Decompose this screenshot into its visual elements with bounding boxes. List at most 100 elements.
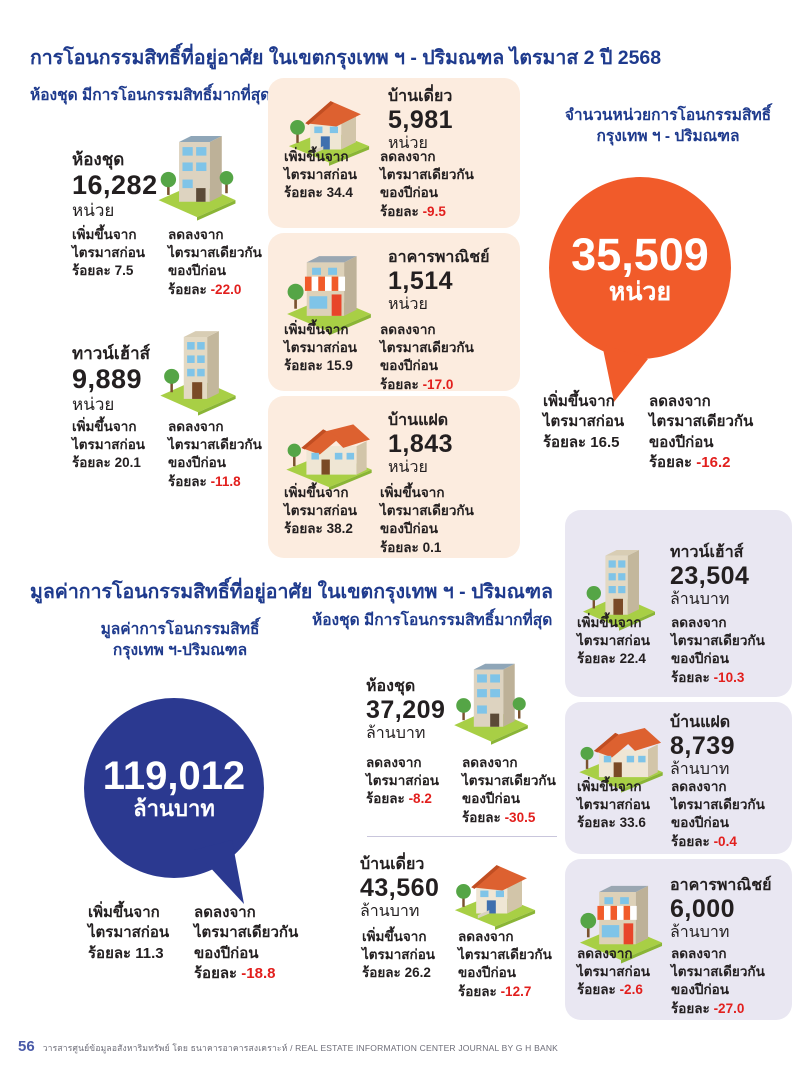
yoy-label: ลดลงจาก ไตรมาสเดียวกัน ของปีก่อน <box>649 393 754 451</box>
qoq-label: เพิ่มขึ้นจาก ไตรมาสก่อน <box>362 929 436 963</box>
yoy-label: เพิ่มขึ้นจาก ไตรมาสเดียวกัน ของปีก่อน <box>380 485 474 537</box>
yoy-change: ลดลงจาก ไตรมาสเดียวกัน ของปีก่อน ร้อยละ … <box>671 945 783 1018</box>
total-value-heading: มูลค่าการโอนกรรมสิทธิ์ กรุงเทพ ฯ-ปริมณฑล <box>100 621 260 659</box>
page-footer: 56 วารสารศูนย์ข้อมูลอสังหาริมทรัพย์ โดย … <box>18 1038 558 1055</box>
total-units-unit: หน่วย <box>608 277 672 306</box>
yoy-percent: ร้อยละ -27.0 <box>671 1000 745 1016</box>
qoq-percent: ร้อยละ 26.2 <box>362 965 431 981</box>
total-units-heading: จำนวนหน่วยการโอนกรรมสิทธิ์ กรุงเทพ ฯ - ป… <box>564 107 772 145</box>
qoq-change: เพิ่มขึ้นจาก ไตรมาสก่อน ร้อยละ 16.5 <box>543 392 639 473</box>
property-type-label: บ้านแฝด <box>670 714 731 731</box>
stat-unit: หน่วย <box>72 200 115 220</box>
qoq-change: เพิ่มขึ้นจาก ไตรมาสก่อน ร้อยละ 34.4 <box>284 148 370 221</box>
yoy-change: ลดลงจาก ไตรมาสเดียวกัน ของปีก่อน ร้อยละ … <box>671 614 783 687</box>
qoq-percent: ร้อยละ 11.3 <box>88 944 164 962</box>
total-value-unit: ล้านบาท <box>133 796 215 822</box>
property-type-label: ทาวน์เฮ้าส์ <box>72 344 151 363</box>
yoy-label: ลดลงจาก ไตรมาสเดียวกัน ของปีก่อน <box>168 419 262 471</box>
condo-value-stat: ห้องชุด 37,209 ล้านบาท <box>366 678 461 744</box>
yoy-change: ลดลงจาก ไตรมาสเดียวกัน ของปีก่อน ร้อยละ … <box>380 148 498 221</box>
stat-unit: ล้านบาท <box>670 761 730 779</box>
orange-bubble-tail <box>602 344 648 402</box>
stat-unit: หน่วย <box>388 296 428 314</box>
yoy-change: ลดลงจาก ไตรมาสเดียวกัน ของปีก่อน ร้อยละ … <box>168 226 286 299</box>
commercial-units-stat: อาคารพาณิชย์ 1,514 หน่วย <box>388 249 516 315</box>
yoy-percent: ร้อยละ -30.5 <box>462 809 536 825</box>
qoq-label: ลดลงจาก ไตรมาสก่อน <box>366 755 440 789</box>
stat-value: 9,889 <box>72 363 143 394</box>
qoq-percent: ร้อยละ 7.5 <box>72 263 134 279</box>
detached-units-changes: เพิ่มขึ้นจาก ไตรมาสก่อน ร้อยละ 34.4 ลดลง… <box>284 148 498 221</box>
qoq-percent: ร้อยละ 20.1 <box>72 455 141 471</box>
qoq-percent: ร้อยละ 15.9 <box>284 358 353 374</box>
detached-value-stat: บ้านเดี่ยว 43,560 ล้านบาท <box>360 856 460 922</box>
condo-value-changes: ลดลงจาก ไตรมาสก่อน ร้อยละ -8.2 ลดลงจาก ไ… <box>366 754 580 827</box>
stat-value: 23,504 <box>670 562 750 591</box>
townhouse-value-stat: ทาวน์เฮ้าส์ 23,504 ล้านบาท <box>670 544 785 610</box>
section-units-subtitle: ห้องชุด มีการโอนกรรมสิทธิ์มากที่สุด <box>30 87 271 104</box>
stat-value: 43,560 <box>360 874 440 903</box>
qoq-percent: ร้อยละ 33.6 <box>577 815 646 831</box>
townhouse-value-card: ทาวน์เฮ้าส์ 23,504 ล้านบาท เพิ่มขึ้นจาก … <box>565 510 792 697</box>
qoq-change: เพิ่มขึ้นจาก ไตรมาสก่อน ร้อยละ 33.6 <box>577 778 663 851</box>
property-type-label: บ้านเดี่ยว <box>360 856 425 873</box>
stat-unit: หน่วย <box>388 135 428 153</box>
qoq-percent: ร้อยละ 38.2 <box>284 521 353 537</box>
townhouse-units-changes: เพิ่มขึ้นจาก ไตรมาสก่อน ร้อยละ 20.1 ลดลง… <box>72 418 286 491</box>
yoy-change: ลดลงจาก ไตรมาสเดียวกัน ของปีก่อน ร้อยละ … <box>458 928 576 1001</box>
duplex-value-stat: บ้านแฝด 8,739 ล้านบาท <box>670 714 785 780</box>
yoy-percent: ร้อยละ -11.8 <box>168 473 241 489</box>
middle-column-divider <box>367 836 557 837</box>
duplex-units-card: บ้านแฝด 1,843 หน่วย เพิ่มขึ้นจาก ไตรมาสก… <box>268 396 520 558</box>
qoq-label: เพิ่มขึ้นจาก ไตรมาสก่อน <box>72 419 146 453</box>
qoq-label: เพิ่มขึ้นจาก ไตรมาสก่อน <box>284 485 358 519</box>
stat-unit: หน่วย <box>72 394 115 414</box>
duplex-value-card: บ้านแฝด 8,739 ล้านบาท เพิ่มขึ้นจาก ไตรมา… <box>565 702 792 854</box>
stat-unit: หน่วย <box>388 459 428 477</box>
qoq-label: ลดลงจาก ไตรมาสก่อน <box>577 946 651 980</box>
stat-value: 8,739 <box>670 732 736 761</box>
stat-value: 37,209 <box>366 696 446 725</box>
qoq-label: เพิ่มขึ้นจาก ไตรมาสก่อน <box>284 322 358 356</box>
yoy-percent: ร้อยละ -16.2 <box>649 453 731 471</box>
stat-value: 6,000 <box>670 895 736 924</box>
yoy-percent: ร้อยละ 0.1 <box>380 539 442 555</box>
yoy-label: ลดลงจาก ไตรมาสเดียวกัน ของปีก่อน <box>462 755 556 807</box>
total-units-value: 35,509 <box>571 229 709 281</box>
stat-unit: ล้านบาท <box>670 591 730 609</box>
property-type-label: ทาวน์เฮ้าส์ <box>670 544 744 561</box>
property-type-label: ห้องชุด <box>366 678 416 695</box>
qoq-label: เพิ่มขึ้นจาก ไตรมาสก่อน <box>577 615 651 649</box>
qoq-label: เพิ่มขึ้นจาก ไตรมาสก่อน <box>72 227 146 261</box>
townhouse-units-stat: ทาวน์เฮ้าส์ 9,889 หน่วย <box>72 344 182 414</box>
page-number: 56 <box>18 1038 35 1055</box>
property-type-label: บ้านแฝด <box>388 412 449 429</box>
commercial-value-stat: อาคารพาณิชย์ 6,000 ล้านบาท <box>670 877 790 943</box>
yoy-label: ลดลงจาก ไตรมาสเดียวกัน ของปีก่อน <box>380 149 474 201</box>
total-units-changes: เพิ่มขึ้นจาก ไตรมาสก่อน ร้อยละ 16.5 ลดลง… <box>543 392 779 473</box>
yoy-label: ลดลงจาก ไตรมาสเดียวกัน ของปีก่อน <box>380 322 474 374</box>
property-type-label: อาคารพาณิชย์ <box>388 249 490 266</box>
commercial-value-card: อาคารพาณิชย์ 6,000 ล้านบาท ลดลงจาก ไตรมา… <box>565 859 792 1020</box>
section-value-title: มูลค่าการโอนกรรมสิทธิ์ที่อยู่อาศัย ในเขต… <box>30 581 553 603</box>
qoq-percent: ร้อยละ 16.5 <box>543 433 620 451</box>
total-units-bubble: 35,509 หน่วย <box>549 177 731 359</box>
qoq-percent: ร้อยละ 34.4 <box>284 185 353 201</box>
yoy-change: ลดลงจาก ไตรมาสเดียวกัน ของปีก่อน ร้อยละ … <box>380 321 498 394</box>
property-type-label: ห้องชุด <box>72 150 125 169</box>
duplex-units-stat: บ้านแฝด 1,843 หน่วย <box>388 412 513 478</box>
stat-value: 16,282 <box>72 169 158 200</box>
stat-value: 5,981 <box>388 106 454 135</box>
section-value-subtitle: ห้องชุด มีการโอนกรรมสิทธิ์มากที่สุด <box>312 612 553 629</box>
footer-journal-text: วารสารศูนย์ข้อมูลอสังหาริมทรัพย์ โดย ธนา… <box>42 1043 559 1053</box>
stat-value: 1,514 <box>388 267 454 296</box>
yoy-percent: ร้อยละ -22.0 <box>168 281 242 297</box>
yoy-percent: ร้อยละ -18.8 <box>194 964 276 982</box>
yoy-change: เพิ่มขึ้นจาก ไตรมาสเดียวกัน ของปีก่อน ร้… <box>380 484 498 557</box>
detached-value-changes: เพิ่มขึ้นจาก ไตรมาสก่อน ร้อยละ 26.2 ลดลง… <box>362 928 576 1001</box>
commercial-units-card: อาคารพาณิชย์ 1,514 หน่วย เพิ่มขึ้นจาก ไต… <box>268 233 520 394</box>
yoy-change: ลดลงจาก ไตรมาสเดียวกัน ของปีก่อน ร้อยละ … <box>168 418 286 491</box>
yoy-label: ลดลงจาก ไตรมาสเดียวกัน ของปีก่อน <box>458 929 552 981</box>
condo-units-changes: เพิ่มขึ้นจาก ไตรมาสก่อน ร้อยละ 7.5 ลดลงจ… <box>72 226 286 299</box>
